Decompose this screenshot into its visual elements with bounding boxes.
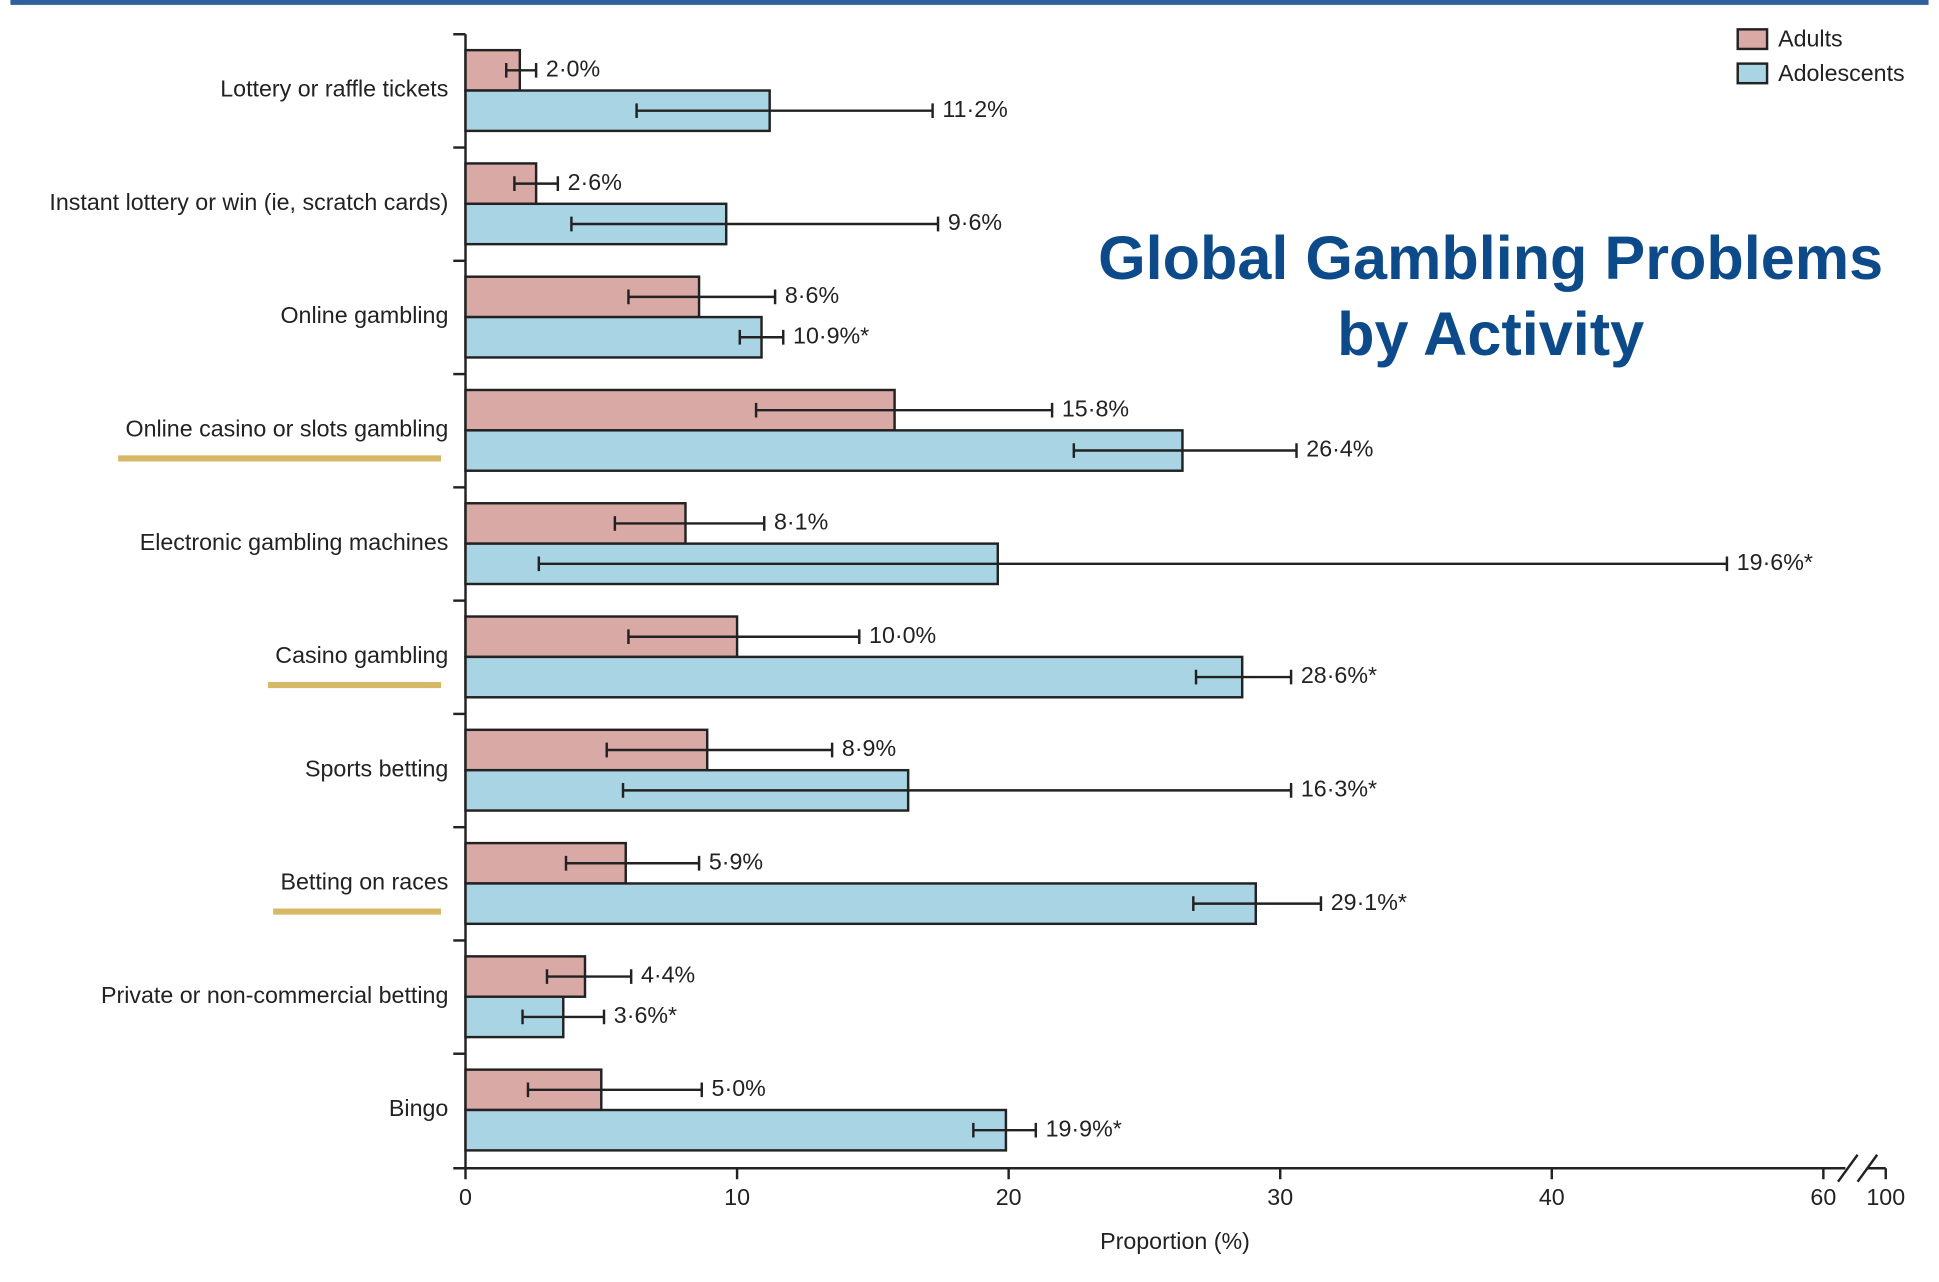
x-tick-label: 10 <box>724 1184 750 1210</box>
value-label: 4·4% <box>641 962 695 988</box>
legend-swatch <box>1736 62 1769 85</box>
error-bar <box>738 329 785 345</box>
x-axis-label: Proportion (%) <box>1100 1228 1250 1254</box>
title-box: Global Gambling Problems by Activity <box>1098 223 1884 369</box>
category-label: Sports betting <box>305 755 448 781</box>
legend-label: Adults <box>1778 26 1843 52</box>
error-bar <box>627 289 777 305</box>
bar <box>464 655 1244 699</box>
error-bar <box>564 855 701 871</box>
x-tick-label: 40 <box>1539 1184 1565 1210</box>
error-bar <box>521 1009 606 1025</box>
error-bar <box>605 742 834 758</box>
error-bar <box>1072 443 1298 458</box>
axis-break <box>1837 1154 1879 1183</box>
value-label: 5·9% <box>709 848 763 874</box>
value-label: 10·9%* <box>793 322 869 348</box>
value-label: 5·0% <box>712 1075 766 1101</box>
error-bar <box>513 176 560 191</box>
value-label: 8·1% <box>774 509 828 535</box>
x-tick-label: 100 <box>1866 1184 1905 1210</box>
value-label: 8·9% <box>842 735 896 761</box>
category-label: Online gambling <box>280 302 448 328</box>
error-bar <box>613 516 766 531</box>
value-label: 15·8% <box>1062 395 1129 421</box>
error-bar <box>570 216 940 232</box>
bar <box>464 882 1257 926</box>
error-bar <box>1194 669 1293 685</box>
value-label: 3·6%* <box>614 1002 677 1028</box>
value-label: 8·6% <box>785 282 839 308</box>
error-bar <box>545 969 633 984</box>
legend-swatch <box>1736 28 1769 51</box>
value-label: 29·1%* <box>1331 889 1407 915</box>
error-bar <box>754 402 1054 418</box>
category-label: Electronic gambling machines <box>140 529 449 555</box>
error-bar <box>627 629 861 645</box>
value-label: 2·6% <box>568 169 622 195</box>
error-bar <box>537 556 1729 572</box>
legend-label: Adolescents <box>1778 60 1905 86</box>
x-tick-label: 30 <box>1267 1184 1293 1210</box>
error-bar <box>526 1082 703 1098</box>
bar <box>464 1108 1008 1152</box>
error-bar <box>621 783 1293 798</box>
x-tick-label: 60 <box>1810 1184 1836 1210</box>
value-label: 19·9%* <box>1046 1115 1122 1141</box>
category-label: Private or non-commercial betting <box>101 982 448 1008</box>
error-bar <box>972 1122 1038 1138</box>
category-label: Lottery or raffle tickets <box>220 76 448 102</box>
category-label: Bingo <box>389 1095 448 1121</box>
category-label: Betting on races <box>280 869 448 895</box>
error-bar <box>505 62 538 78</box>
x-tick-label: 20 <box>996 1184 1022 1210</box>
category-label: Online casino or slots gambling <box>126 415 449 441</box>
value-label: 26·4% <box>1306 436 1373 462</box>
error-bar <box>635 103 934 119</box>
category-label: Casino gambling <box>275 642 448 668</box>
bar <box>464 1068 603 1112</box>
value-label: 19·6%* <box>1737 549 1813 575</box>
value-label: 16·3%* <box>1301 776 1377 802</box>
error-bar <box>1192 896 1323 911</box>
value-label: 2·0% <box>546 55 600 81</box>
category-label: Instant lottery or win (ie, scratch card… <box>49 189 448 215</box>
value-label: 28·6%* <box>1301 662 1377 688</box>
value-label: 9·6% <box>948 209 1002 235</box>
value-label: 11·2% <box>942 96 1007 122</box>
x-tick-label: 0 <box>459 1184 472 1210</box>
chart-title: Global Gambling Problems by Activity <box>1098 223 1884 369</box>
top-border <box>10 0 1929 5</box>
value-label: 10·0% <box>869 622 936 648</box>
bar <box>464 429 1184 472</box>
bar <box>464 315 763 359</box>
